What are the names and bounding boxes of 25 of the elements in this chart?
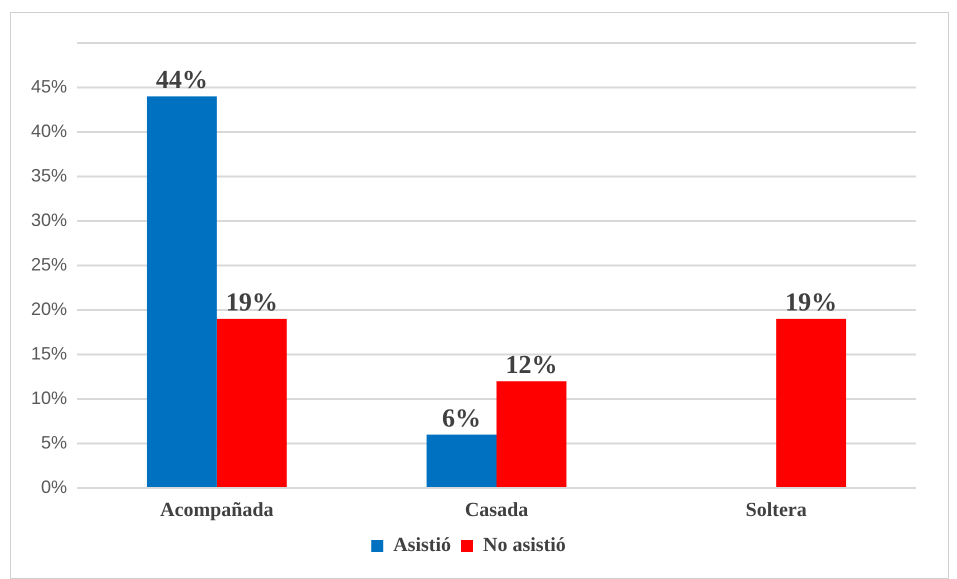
bar [776,318,846,487]
y-tick-label: 45% [30,76,68,96]
x-tick-label: Soltera [746,499,807,522]
legend-label: No asistió [483,534,566,556]
y-tick-label: 30% [30,210,68,230]
data-label: 19% [226,288,278,317]
y-tick-label: 0% [41,476,68,497]
y-tick-label: 40% [30,120,68,141]
y-tick-label: 10% [30,388,68,408]
data-label: 6% [442,403,482,432]
y-tick-label: 25% [30,254,68,274]
data-label: 19% [785,288,838,317]
y-tick-label: 20% [30,298,68,319]
bar [426,434,497,487]
bar [146,96,217,487]
legend-label: Asistió [393,534,452,556]
bar [496,381,566,487]
x-tick-label: Casada [464,499,528,522]
y-tick-label: 5% [41,432,68,452]
data-label: 12% [505,350,558,379]
y-tick-label: 15% [30,343,68,364]
x-tick-label: Acompañada [160,499,274,522]
data-label: 44% [156,65,208,94]
bar [216,318,287,487]
y-tick-label: 35% [30,165,68,186]
